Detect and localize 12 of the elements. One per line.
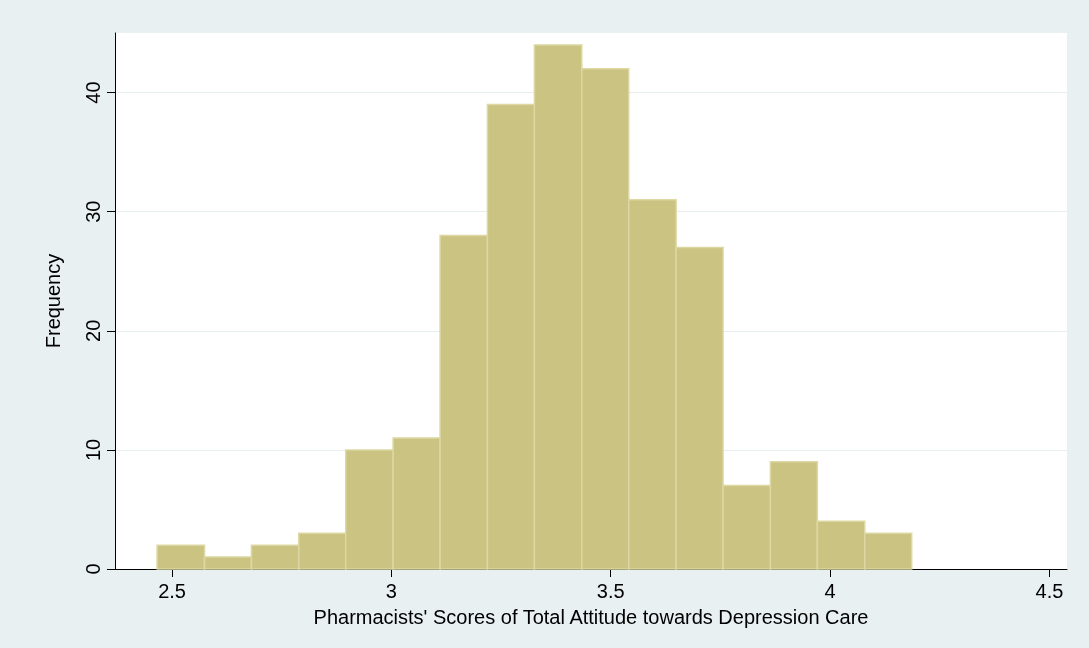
- x-tick-label: 4.5: [1035, 580, 1064, 602]
- y-axis-title: Frequency: [42, 253, 64, 349]
- y-tick-label: 10: [82, 438, 104, 462]
- y-tick-label: 0: [82, 563, 104, 575]
- x-tick-label: 4: [824, 580, 836, 602]
- y-tick-label: 40: [82, 81, 104, 104]
- y-tick-label: 20: [82, 319, 104, 342]
- x-tick-label: 3: [385, 580, 397, 602]
- x-tick-label: 2.5: [158, 580, 186, 602]
- x-axis-title: Pharmacists' Scores of Total Attitude towards Depression Care: [313, 606, 869, 628]
- y-tick-label: 30: [82, 200, 104, 223]
- x-tick-label: 3.5: [596, 580, 625, 602]
